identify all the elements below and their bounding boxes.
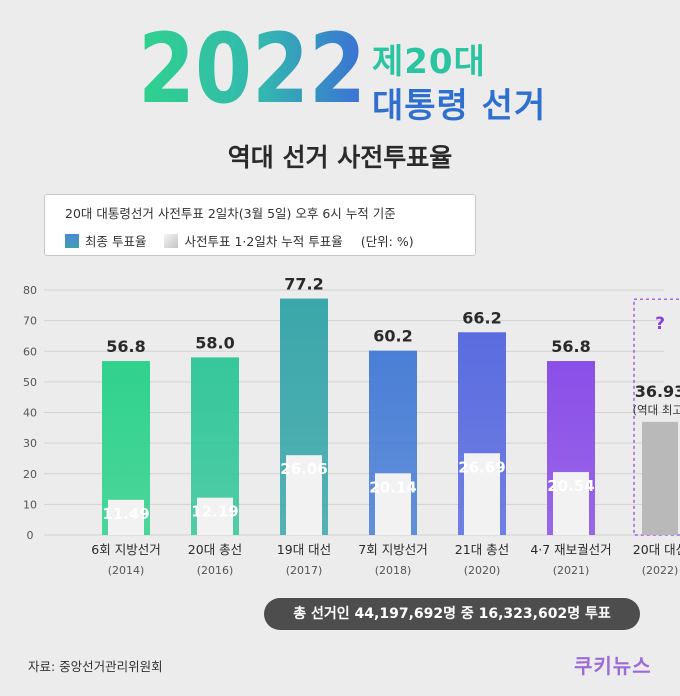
legend-note: 20대 대통령선거 사전투표 2일차(3월 5일) 오후 6시 누적 기준 bbox=[65, 206, 396, 221]
legend-unit: (단위: %) bbox=[360, 234, 414, 249]
y-tick-label: 60 bbox=[23, 345, 37, 358]
early-value-label: 36.93 bbox=[635, 382, 680, 401]
legend-swatch-early bbox=[164, 233, 179, 248]
x-category-label: 6회 지방선거 bbox=[91, 542, 160, 557]
early-value-label: 20.54 bbox=[547, 477, 594, 495]
final-value-label: 56.8 bbox=[106, 337, 145, 356]
brand-logo: 쿠키뉴스 bbox=[574, 654, 652, 678]
y-tick-label: 70 bbox=[23, 315, 37, 328]
x-year-label: (2020) bbox=[464, 564, 501, 577]
early-value-label: 11.49 bbox=[102, 505, 149, 523]
bar-early bbox=[108, 499, 144, 535]
bar-early bbox=[642, 421, 678, 535]
year-logo: 2022 bbox=[138, 26, 366, 116]
x-year-label: (2022) bbox=[642, 564, 679, 577]
legend-item-final: 최종 투표율 bbox=[65, 231, 146, 250]
y-tick-label: 30 bbox=[23, 437, 37, 450]
x-category-label: 7회 지방선거 bbox=[358, 542, 427, 557]
x-category-label: 21대 총선 bbox=[455, 542, 509, 557]
bar-early bbox=[286, 455, 322, 535]
chart-title: 역대 선거 사전투표율 bbox=[227, 143, 453, 172]
x-year-label: (2016) bbox=[197, 564, 234, 577]
y-tick-label: 10 bbox=[23, 498, 37, 511]
y-tick-label: 80 bbox=[23, 284, 37, 297]
y-tick-label: 0 bbox=[27, 529, 34, 542]
x-year-label: (2018) bbox=[375, 564, 412, 577]
legend-label-early: 사전투표 1·2일차 누적 투표율 bbox=[184, 234, 343, 249]
x-category-label: 20대 대선 bbox=[633, 542, 680, 557]
x-category-label: 4·7 재보궐선거 bbox=[530, 542, 611, 557]
x-year-label: (2021) bbox=[553, 564, 590, 577]
bar-early bbox=[197, 497, 233, 535]
bar-early bbox=[464, 453, 500, 535]
highlight-note: (역대 최고) bbox=[633, 403, 680, 417]
final-value-label: 77.2 bbox=[284, 275, 323, 294]
early-value-label: 26.69 bbox=[458, 458, 505, 476]
legend-box: 20대 대통령선거 사전투표 2일차(3월 5일) 오후 6시 누적 기준 최종… bbox=[44, 194, 476, 256]
legend-row: 최종 투표율 사전투표 1·2일차 누적 투표율 (단위: %) bbox=[65, 231, 414, 250]
subtitle-line1: 제20대 bbox=[372, 42, 486, 82]
final-value-label: 66.2 bbox=[462, 308, 501, 327]
final-value-label: 56.8 bbox=[551, 337, 590, 356]
early-value-label: 20.14 bbox=[369, 478, 416, 496]
bar-early bbox=[553, 472, 589, 535]
bar-early bbox=[375, 473, 411, 535]
legend-swatch-final bbox=[65, 233, 79, 248]
legend-label-final: 최종 투표율 bbox=[85, 234, 147, 249]
x-year-label: (2014) bbox=[108, 564, 145, 577]
x-category-label: 19대 대선 bbox=[277, 542, 331, 557]
final-value-label: 60.2 bbox=[373, 327, 412, 346]
y-tick-label: 40 bbox=[23, 407, 37, 420]
early-value-label: 26.06 bbox=[280, 460, 327, 478]
subtitle-line2: 대통령 선거 bbox=[372, 86, 547, 126]
x-year-label: (2017) bbox=[286, 564, 323, 577]
header: 2022 제20대 대통령 선거 역대 선거 사전투표율 bbox=[0, 0, 680, 190]
legend-item-early: 사전투표 1·2일차 누적 투표율 bbox=[164, 231, 343, 250]
source-note: 자료: 중앙선거관리위원회 bbox=[28, 659, 163, 674]
early-value-label: 12.19 bbox=[191, 503, 238, 521]
total-votes-pill: 총 선거인 44,197,692명 중 16,323,602명 투표 bbox=[264, 598, 640, 630]
y-tick-label: 50 bbox=[23, 376, 37, 389]
x-category-label: 20대 총선 bbox=[188, 542, 242, 557]
final-value-label: ? bbox=[655, 314, 665, 334]
final-value-label: 58.0 bbox=[195, 333, 234, 352]
y-tick-label: 20 bbox=[23, 468, 37, 481]
year-text: 2022 bbox=[138, 26, 366, 116]
